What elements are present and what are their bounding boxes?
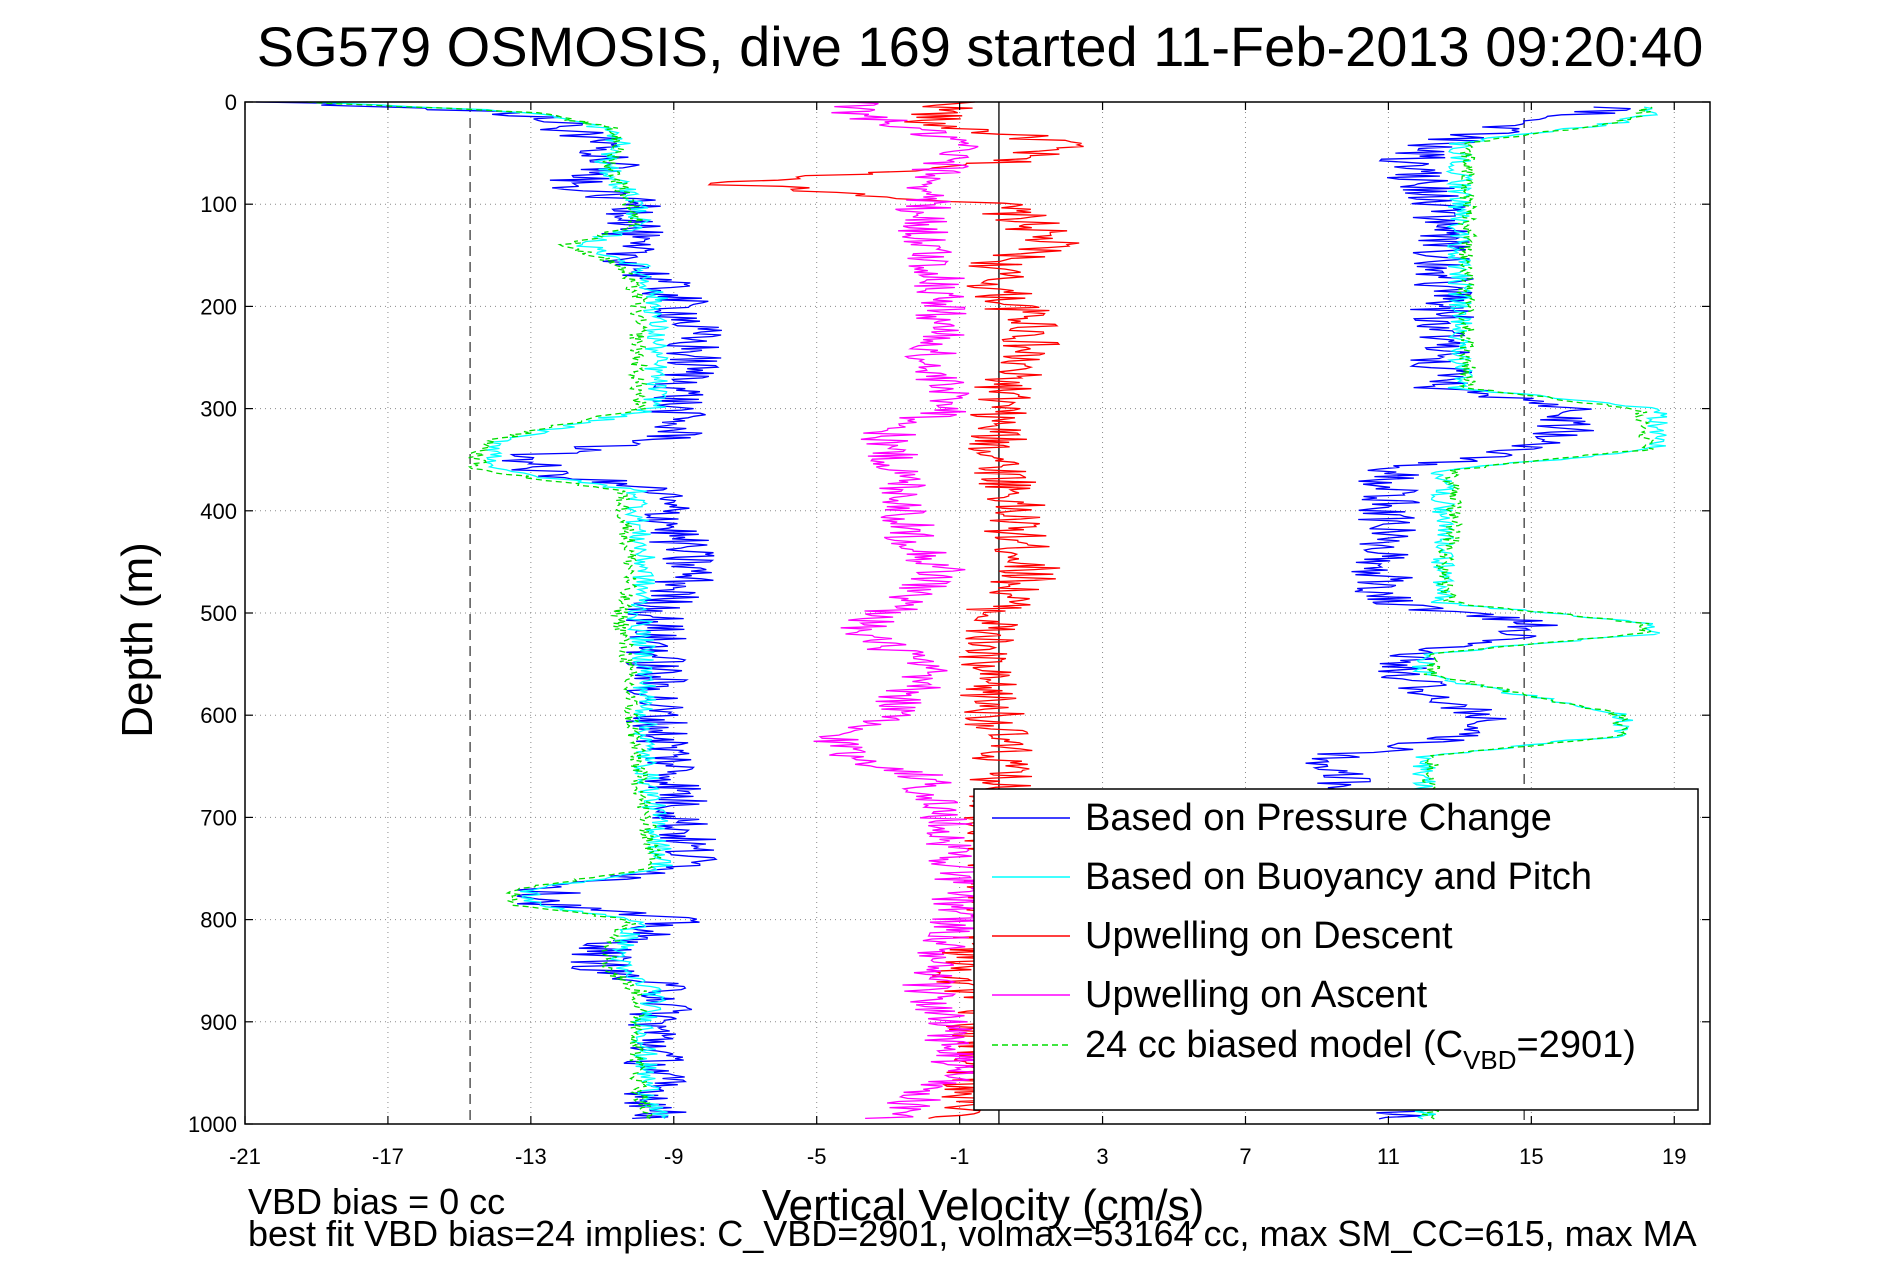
y-axis-label: Depth (m) [113,542,162,738]
y-tick-label: 700 [200,805,237,830]
legend-box [973,788,1699,1111]
x-axis-ticks: -21 -17 -13 -9 -5 -1 3 7 11 15 19 [229,102,1687,1169]
x-tick-label: 7 [1239,1144,1251,1169]
footer-vbd-bias: VBD bias = 0 cc [248,1181,505,1222]
legend-label-buoyancy-pitch: Based on Buoyancy and Pitch [1085,856,1592,898]
y-tick-label: 900 [200,1010,237,1035]
y-tick-label: 300 [200,397,237,422]
biased-model-descent-line [306,101,662,1120]
series-lines [255,101,1668,1120]
x-axis-label: Vertical Velocity (cm/s) [762,1181,1205,1230]
x-tick-label: 19 [1662,1144,1686,1169]
x-tick-label: -5 [807,1144,827,1169]
y-axis-ticks: 0 100 200 300 400 500 600 700 800 900 1000 [188,90,1710,1137]
x-tick-label: 15 [1519,1144,1543,1169]
y-tick-label: 600 [200,703,237,728]
pressure-change-descent-line [255,101,722,1120]
y-tick-label: 200 [200,294,237,319]
y-tick-label: 1000 [188,1112,237,1137]
chart-title: SG579 OSMOSIS, dive 169 started 11-Feb-2… [257,15,1703,78]
y-tick-label: 500 [200,601,237,626]
x-tick-label: -1 [950,1144,970,1169]
upwelling-descent-line [707,101,1084,1120]
x-tick-label: -9 [664,1144,684,1169]
footer-best-fit: best fit VBD bias=24 implies: C_VBD=2901… [248,1213,1697,1254]
upwelling-ascent-line [813,101,987,1120]
x-tick-label: 3 [1096,1144,1108,1169]
x-tick-label: -17 [372,1144,404,1169]
legend: Based on Pressure Change Based on Buoyanc… [973,788,1699,1111]
legend-label-upwelling-ascent: Upwelling on Ascent [1085,974,1428,1016]
legend-label-pressure-change: Based on Pressure Change [1085,797,1552,839]
y-tick-label: 400 [200,499,237,524]
x-tick-label: 11 [1377,1144,1400,1169]
legend-label-biased-model: 24 cc biased model (CVBD=2901) [1085,1024,1636,1075]
y-tick-label: 800 [200,908,237,933]
x-tick-label: -13 [515,1144,547,1169]
y-tick-label: 0 [225,90,237,115]
legend-label-upwelling-descent: Upwelling on Descent [1085,915,1453,957]
buoyancy-pitch-descent-line [309,101,673,1119]
y-tick-label: 100 [200,192,237,217]
x-tick-label: -21 [229,1144,261,1169]
